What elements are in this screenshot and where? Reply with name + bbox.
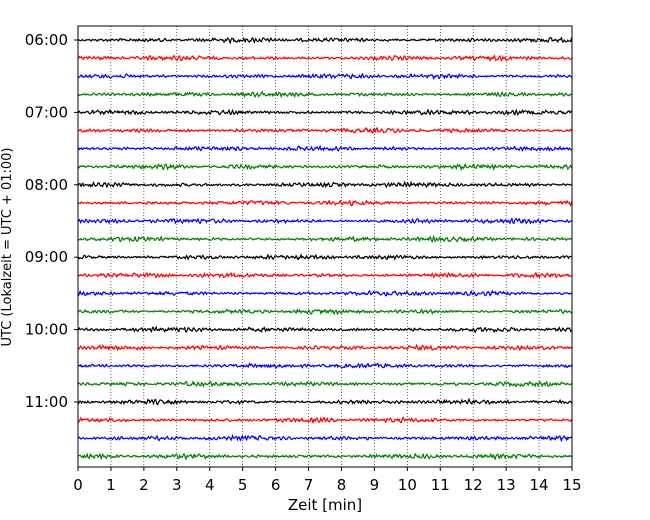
x-axis: 0 1 2 3 4 5 6 7 8 9 10 11 12 13 14 15 <box>73 467 582 494</box>
trace-line <box>77 234 573 243</box>
x-tick-label: 2 <box>139 476 149 494</box>
trace-line <box>77 433 573 443</box>
x-tick-label: 12 <box>464 476 483 494</box>
y-tick-label: 09:00 <box>25 248 68 266</box>
x-tick-label: 13 <box>497 476 516 494</box>
y-tick-label: 07:00 <box>25 103 68 121</box>
plot-frame <box>77 25 573 468</box>
trace-line <box>77 36 573 45</box>
plot-background <box>78 26 572 467</box>
x-tick-label: 4 <box>205 476 215 494</box>
x-tick-label: 9 <box>370 476 380 494</box>
x-tick-label: 3 <box>172 476 182 494</box>
trace-line <box>77 416 573 425</box>
trace-line <box>77 380 573 388</box>
x-tick-label: 6 <box>271 476 281 494</box>
trace-line <box>77 397 573 406</box>
y-axis-label: UTC (Lokalzeit = UTC + 01:00) <box>0 148 15 347</box>
y-axis: 06:00 07:00 08:00 09:00 10:00 11:00 <box>25 31 78 411</box>
trace-group <box>77 36 573 461</box>
x-tick-label: 8 <box>337 476 347 494</box>
y-tick-label: 08:00 <box>25 176 68 194</box>
trace-line <box>77 362 573 369</box>
trace-line <box>77 72 573 81</box>
x-tick-label: 5 <box>238 476 248 494</box>
y-tick-label: 06:00 <box>25 31 68 49</box>
trace-line <box>77 90 573 99</box>
x-axis-label: Zeit [min] <box>288 496 362 514</box>
x-tick-label: 10 <box>398 476 417 494</box>
x-tick-label: 1 <box>106 476 116 494</box>
trace-line <box>77 144 573 152</box>
trace-line <box>77 180 573 189</box>
y-tick-label: 11:00 <box>25 393 68 411</box>
trace-line <box>77 308 573 316</box>
trace-line <box>77 289 573 297</box>
x-tick-label: 14 <box>530 476 549 494</box>
trace-line <box>77 162 573 172</box>
trace-line <box>77 253 573 261</box>
trace-line <box>77 199 573 207</box>
trace-line <box>77 271 573 279</box>
x-tick-label: 0 <box>73 476 83 494</box>
x-tick-label: 15 <box>562 476 581 494</box>
trace-line <box>77 54 573 63</box>
trace-line <box>77 343 573 352</box>
x-tick-label: 7 <box>304 476 314 494</box>
trace-line <box>77 126 573 134</box>
y-tick-label: 10:00 <box>25 321 68 339</box>
x-tick-label: 11 <box>431 476 450 494</box>
trace-line <box>77 452 573 461</box>
trace-line <box>77 108 573 116</box>
trace-line <box>77 217 573 225</box>
trace-line <box>77 325 573 334</box>
